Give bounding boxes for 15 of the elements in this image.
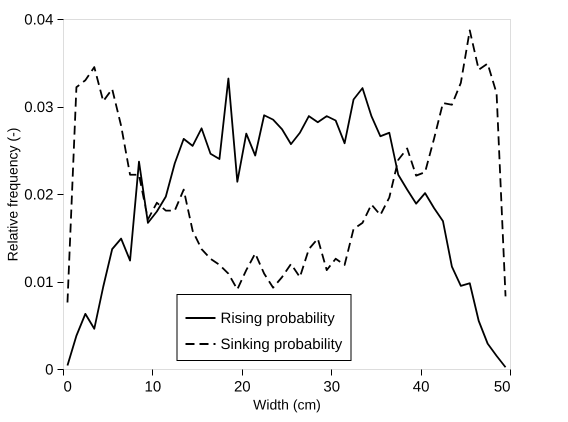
x-tick-label: 30: [323, 378, 340, 396]
x-tick-label: 40: [412, 378, 430, 396]
x-tick-label: 0: [64, 378, 72, 396]
y-tick-label: 0.04: [24, 12, 54, 28]
y-tick-label: 0: [45, 362, 54, 378]
x-axis-title: Width (cm): [253, 396, 321, 412]
legend-label: Rising probability: [220, 310, 336, 327]
legend-label: Sinking probability: [220, 336, 343, 353]
y-axis-title: Relative frequency (-): [4, 128, 20, 262]
x-tick-label: 20: [234, 378, 251, 396]
y-tick-label: 0.03: [24, 99, 54, 116]
x-tick-label: 10: [144, 378, 162, 396]
x-tick-label: 50: [494, 378, 510, 396]
y-tick-label: 0.02: [24, 186, 54, 204]
y-tick-label: 0.01: [24, 274, 54, 291]
